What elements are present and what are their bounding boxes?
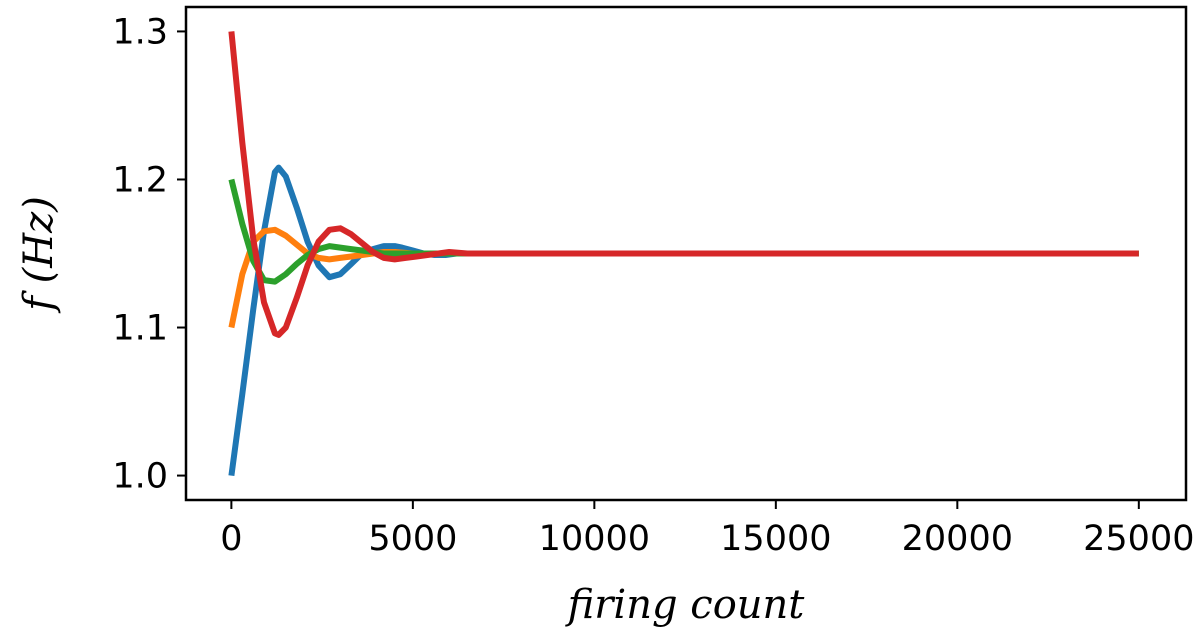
x-tick-label: 15000 [720,519,831,559]
y-tick-label: 1.3 [112,12,168,52]
series-line-4 [228,31,1139,338]
y-axis-label: f (Hz) [16,196,62,314]
x-tick-label: 5000 [368,519,457,559]
x-tick-label: 0 [220,519,242,559]
x-tick-label: 25000 [1083,519,1194,559]
series-lines [228,31,1139,476]
y-tick-label: 1.0 [112,457,168,497]
series-line-3 [228,178,1139,285]
series-line-1 [228,164,1139,476]
y-tick-label: 1.1 [112,309,168,349]
y-tick-label: 1.2 [112,160,168,200]
x-axis-ticks: 0 5000 10000 15000 20000 25000 [220,500,1194,559]
plot-frame [184,5,1188,502]
y-axis-ticks: 1.0 1.1 1.2 1.3 [112,12,186,497]
x-tick-label: 20000 [902,519,1013,559]
x-tick-label: 10000 [539,519,650,559]
x-axis-label: firing count [565,582,806,628]
